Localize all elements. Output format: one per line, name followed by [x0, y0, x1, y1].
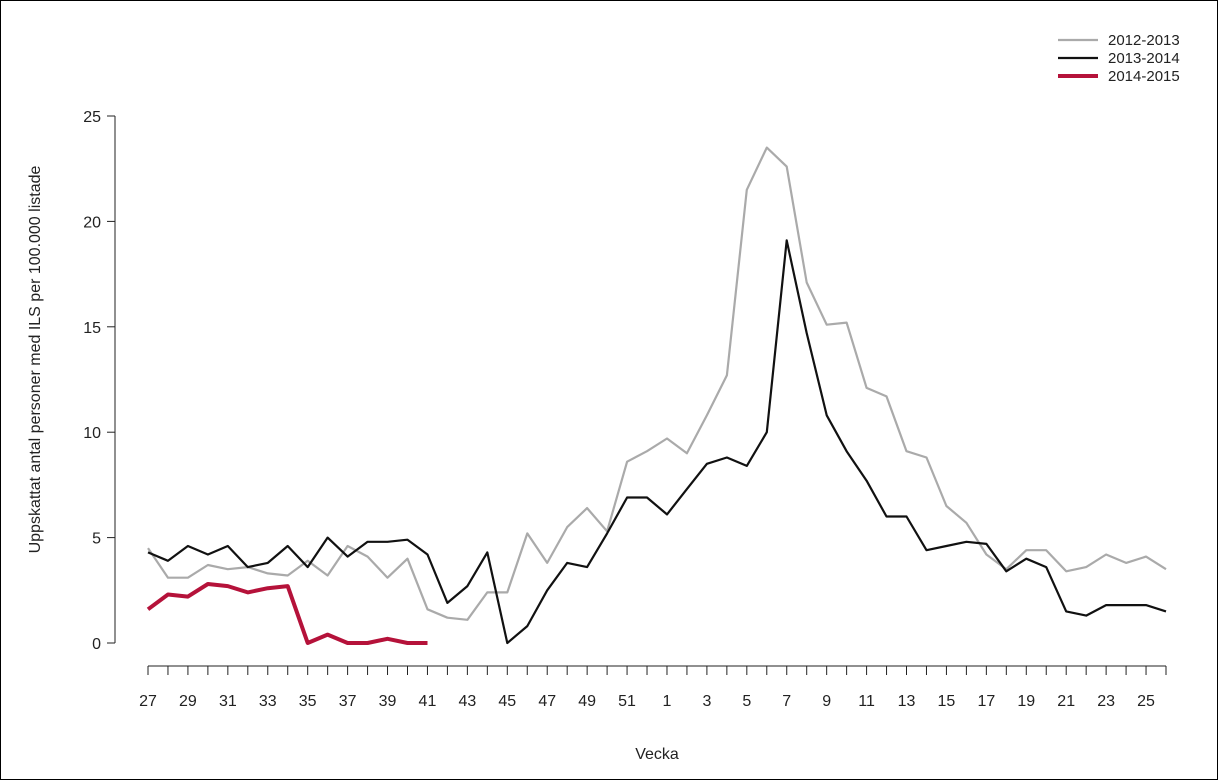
x-tick-label: 23	[1097, 693, 1115, 710]
x-tick-label: 51	[618, 693, 636, 710]
x-tick-label: 49	[578, 693, 596, 710]
x-tick-label: 37	[339, 693, 357, 710]
x-tick-label: 45	[498, 693, 516, 710]
x-tick-label: 13	[898, 693, 916, 710]
x-tick-label: 9	[822, 693, 831, 710]
series-layer	[146, 146, 1167, 645]
x-tick-label: 47	[538, 693, 556, 710]
x-tick-label: 39	[379, 693, 397, 710]
y-tick-label: 0	[92, 636, 101, 653]
y-tick-label: 25	[83, 109, 101, 126]
x-tick-label: 33	[259, 693, 277, 710]
series-line-2013-2014	[147, 239, 1167, 645]
x-tick-label: 5	[742, 693, 751, 710]
y-axis: 0 5 10 15 20 25	[83, 109, 116, 653]
x-tick-label: 1	[663, 693, 672, 710]
x-tick-label: 3	[702, 693, 711, 710]
legend-label: 2013-2014	[1108, 50, 1180, 67]
x-tick-label: 17	[977, 693, 995, 710]
x-axis-title: Vecka	[635, 746, 679, 763]
y-tick-label: 15	[83, 320, 101, 337]
x-tick-label: 25	[1137, 693, 1155, 710]
series-line-2014-2015	[146, 582, 428, 645]
x-tick-label: 31	[219, 693, 237, 710]
x-tick-label: 11	[858, 693, 875, 710]
x-tick-label: 35	[299, 693, 317, 710]
x-tick-label: 43	[458, 693, 476, 710]
y-tick-label: 10	[83, 425, 101, 442]
y-tick-label: 20	[83, 214, 101, 231]
legend-label: 2014-2015	[1108, 68, 1180, 85]
x-axis: 27 29 31 33 35 37 39 41 43 45 47 49 51 1 3 5 7 9 11 13 15 17 1…	[139, 665, 1167, 710]
legend-label: 2012-2013	[1108, 32, 1180, 49]
x-tick-label: 21	[1057, 693, 1075, 710]
series-line-2012-2013	[147, 146, 1167, 621]
x-tick-label: 19	[1017, 693, 1035, 710]
x-tick-label: 41	[419, 693, 437, 710]
x-tick-label: 27	[139, 693, 157, 710]
y-axis-title: Uppskattat antal personer med ILS per 10…	[27, 166, 44, 554]
x-tick-label: 29	[179, 693, 197, 710]
x-tick-label: 7	[782, 693, 791, 710]
y-tick-label: 5	[92, 531, 101, 548]
x-tick-label: 15	[938, 693, 956, 710]
